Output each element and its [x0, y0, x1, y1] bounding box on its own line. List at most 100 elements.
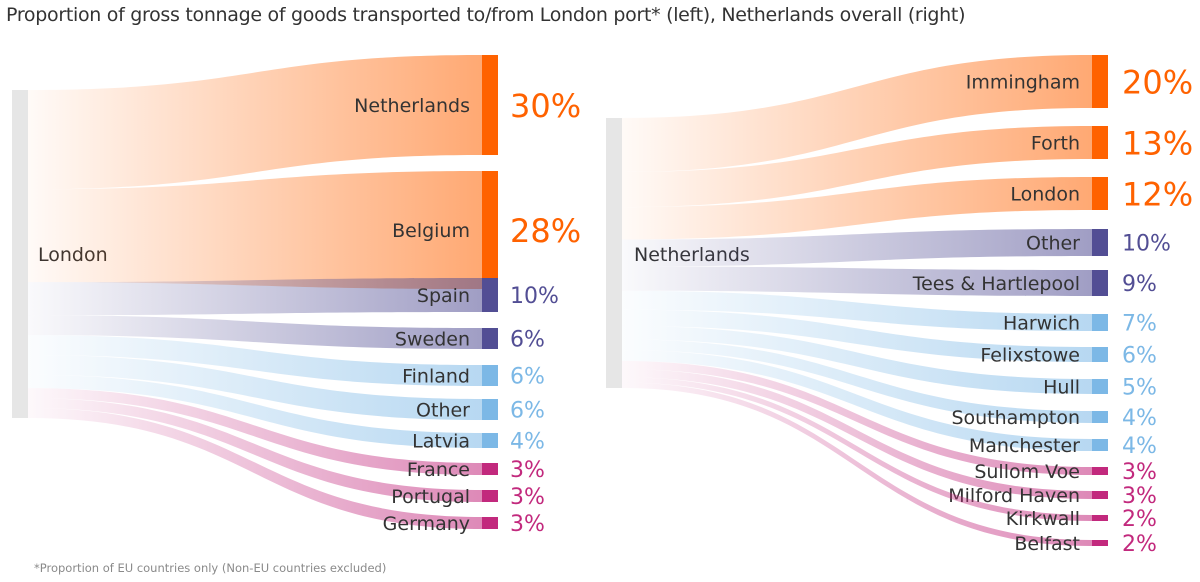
netherlands-forth-value: 13%	[1122, 125, 1193, 163]
netherlands-hull-flow	[622, 325, 1092, 394]
london-sweden-value: 6%	[510, 328, 545, 353]
netherlands-belfast-flow	[622, 382, 1092, 546]
chart-title: Proportion of gross tonnage of goods tra…	[6, 4, 966, 26]
netherlands-milford-haven-value: 3%	[1122, 484, 1157, 509]
netherlands-other-bar	[1092, 229, 1108, 256]
london-portugal-bar	[482, 490, 498, 502]
london-spain-value: 10%	[510, 284, 559, 309]
netherlands-source-bar	[606, 118, 622, 388]
london-sweden-bar	[482, 328, 498, 349]
netherlands-tees-and-hartlepool-label: Tees & Hartlepool	[912, 273, 1080, 295]
london-latvia-label: Latvia	[412, 431, 470, 453]
netherlands-immingham-value: 20%	[1122, 64, 1193, 102]
netherlands-kirkwall-flow	[622, 377, 1092, 521]
netherlands-other-value: 10%	[1122, 232, 1171, 257]
london-france-flow	[28, 388, 482, 475]
london-france-bar	[482, 463, 498, 475]
london-belgium-label: Belgium	[392, 220, 470, 242]
netherlands-milford-haven-bar	[1092, 491, 1108, 499]
footnote: *Proportion of EU countries only (Non-EU…	[34, 561, 387, 575]
london-sweden-label: Sweden	[395, 329, 470, 351]
netherlands-harwich-label: Harwich	[1003, 313, 1080, 335]
netherlands-forth-flow	[622, 126, 1092, 208]
netherlands-hull-bar	[1092, 379, 1108, 394]
london-finland-value: 6%	[510, 365, 545, 390]
netherlands-milford-haven-flow	[622, 369, 1092, 499]
london-other-bar	[482, 399, 498, 420]
netherlands-felixstowe-value: 6%	[1122, 344, 1157, 369]
netherlands-southampton-flow	[622, 339, 1092, 423]
netherlands-hull-value: 5%	[1122, 376, 1157, 401]
london-germany-bar	[482, 517, 498, 529]
netherlands-immingham-bar	[1092, 55, 1108, 108]
london-germany-value: 3%	[510, 512, 545, 537]
london-portugal-flow	[28, 398, 482, 502]
london-finland-label: Finland	[402, 366, 470, 388]
netherlands-harwich-value: 7%	[1122, 312, 1157, 337]
london-netherlands-label: Netherlands	[354, 95, 470, 117]
london-spain-bar	[482, 278, 498, 312]
netherlands-kirkwall-value: 2%	[1122, 507, 1157, 532]
netherlands-other-label: Other	[1026, 233, 1080, 255]
netherlands-tees-and-hartlepool-bar	[1092, 270, 1108, 296]
netherlands-felixstowe-bar	[1092, 347, 1108, 362]
netherlands-southampton-bar	[1092, 411, 1108, 423]
london-latvia-value: 4%	[510, 430, 545, 455]
netherlands-tees-and-hartlepool-flow	[622, 266, 1092, 296]
netherlands-sullom-voe-value: 3%	[1122, 460, 1157, 485]
netherlands-london-flow	[622, 177, 1092, 240]
netherlands-belfast-value: 2%	[1122, 532, 1157, 557]
london-netherlands-flow	[28, 55, 482, 190]
netherlands-forth-bar	[1092, 126, 1108, 159]
london-spain-flow	[28, 278, 482, 316]
netherlands-southampton-value: 4%	[1122, 406, 1157, 431]
netherlands-manchester-label: Manchester	[969, 435, 1080, 457]
netherlands-other-flow	[622, 229, 1092, 267]
london-finland-bar	[482, 365, 498, 386]
london-portugal-value: 3%	[510, 485, 545, 510]
netherlands-manchester-value: 4%	[1122, 434, 1157, 459]
london-finland-flow	[28, 335, 482, 386]
netherlands-immingham-flow	[622, 55, 1092, 172]
netherlands-belfast-label: Belfast	[1014, 533, 1080, 555]
london-other-value: 6%	[510, 399, 545, 424]
netherlands-sullom-voe-flow	[622, 361, 1092, 475]
netherlands-hull-label: Hull	[1043, 377, 1080, 399]
netherlands-milford-haven-label: Milford Haven	[948, 485, 1080, 507]
london-latvia-flow	[28, 374, 482, 448]
london-belgium-value: 28%	[510, 212, 581, 250]
london-netherlands-bar	[482, 55, 498, 155]
netherlands-belfast-bar	[1092, 540, 1108, 546]
london-belgium-bar	[482, 171, 498, 289]
london-germany-flow	[28, 408, 482, 529]
netherlands-london-bar	[1092, 177, 1108, 210]
london-spain-label: Spain	[417, 285, 470, 307]
london-other-flow	[28, 355, 482, 420]
london-sweden-flow	[28, 315, 482, 349]
netherlands-southampton-label: Southampton	[951, 407, 1080, 429]
netherlands-sullom-voe-label: Sullom Voe	[974, 461, 1080, 483]
netherlands-harwich-bar	[1092, 314, 1108, 331]
netherlands-manchester-bar	[1092, 439, 1108, 451]
netherlands-harwich-flow	[622, 290, 1092, 331]
netherlands-kirkwall-label: Kirkwall	[1006, 508, 1080, 530]
netherlands-immingham-label: Immingham	[966, 72, 1080, 94]
london-source-bar	[12, 90, 28, 418]
london-germany-label: Germany	[383, 513, 470, 535]
netherlands-london-label: London	[1010, 184, 1080, 206]
netherlands-london-value: 12%	[1122, 176, 1193, 214]
london-france-value: 3%	[510, 458, 545, 483]
london-portugal-label: Portugal	[391, 486, 470, 508]
netherlands-sullom-voe-bar	[1092, 467, 1108, 475]
netherlands-felixstowe-flow	[622, 309, 1092, 362]
netherlands-tees-and-hartlepool-value: 9%	[1122, 272, 1157, 297]
london-other-label: Other	[416, 400, 470, 422]
london-netherlands-value: 30%	[510, 87, 581, 125]
london-france-label: France	[407, 459, 470, 481]
netherlands-kirkwall-bar	[1092, 515, 1108, 521]
netherlands-manchester-flow	[622, 350, 1092, 451]
london-latvia-bar	[482, 433, 498, 448]
london-belgium-flow	[28, 171, 482, 289]
netherlands-felixstowe-label: Felixstowe	[980, 345, 1080, 367]
